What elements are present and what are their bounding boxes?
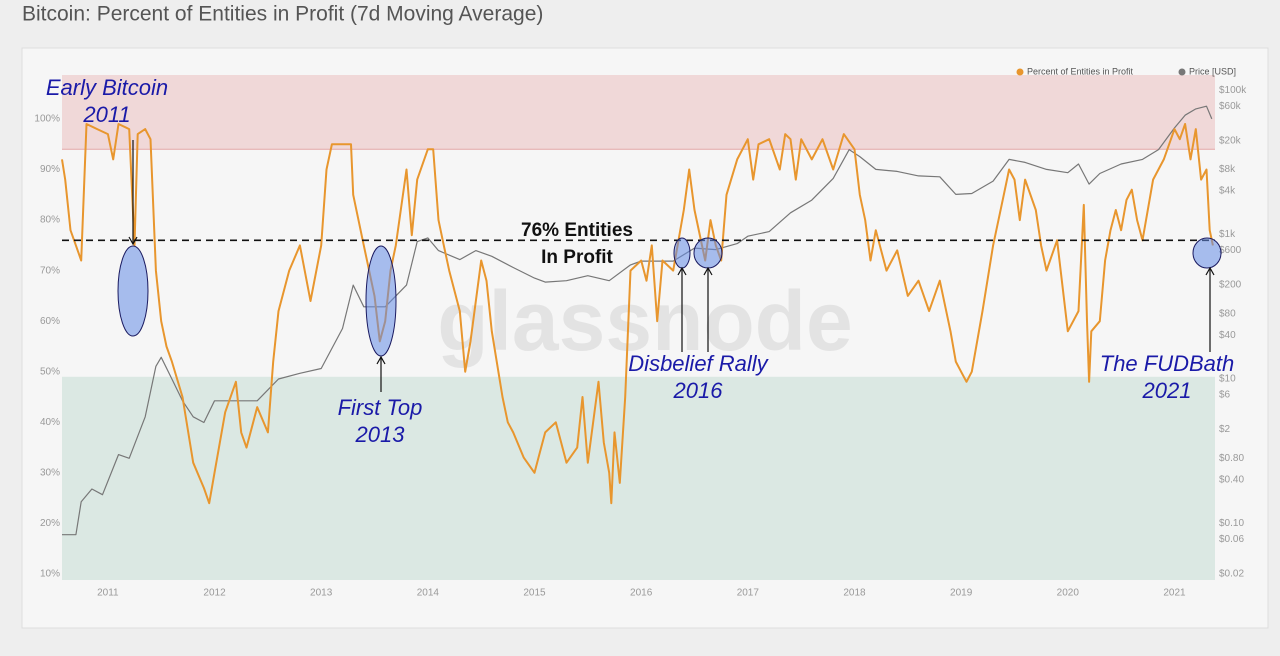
- y2-tick-label: $40: [1219, 330, 1236, 341]
- reference-label: In Profit: [541, 247, 613, 268]
- x-tick-label: 2015: [523, 588, 546, 599]
- annotation: 2011: [82, 102, 130, 127]
- y2-tick-label: $6: [1219, 390, 1231, 401]
- y2-tick-label: $0.10: [1219, 518, 1244, 529]
- annotation: The FUDBath: [1100, 351, 1235, 376]
- x-tick-label: 2019: [950, 588, 973, 599]
- y2-tick-label: $1k: [1219, 229, 1236, 240]
- legend-swatch: [1016, 68, 1024, 76]
- x-tick-label: 2012: [203, 588, 226, 599]
- y2-tick-label: $100k: [1219, 85, 1247, 96]
- y2-tick-label: $8k: [1219, 164, 1236, 175]
- x-tick-label: 2014: [417, 588, 440, 599]
- series-line: [61, 123, 1214, 505]
- legend-label: Price [USD]: [1189, 66, 1236, 76]
- profit-band: [62, 75, 1215, 150]
- legend-swatch: [1178, 68, 1186, 76]
- highlight: [1192, 237, 1222, 269]
- y-tick-label: 100%: [34, 114, 60, 125]
- y-tick-label: 10%: [40, 569, 60, 580]
- y2-tick-label: $0.80: [1219, 453, 1244, 464]
- highlight: [365, 245, 397, 357]
- profit-band: [62, 376, 1215, 580]
- y-tick-label: 30%: [40, 467, 60, 478]
- highlight: [693, 237, 723, 269]
- series-line: [62, 105, 1213, 536]
- y2-tick-label: $60k: [1219, 101, 1242, 112]
- annotation: Early Bitcoin: [46, 75, 168, 100]
- x-tick-label: 2017: [737, 588, 760, 599]
- annotation: 2021: [1142, 378, 1192, 403]
- chart-title: Bitcoin: Percent of Entities in Profit (…: [22, 3, 543, 26]
- arrow-head: [1205, 266, 1215, 276]
- highlight: [673, 237, 691, 269]
- y-tick-label: 70%: [40, 265, 60, 276]
- y2-tick-label: $80: [1219, 308, 1236, 319]
- x-tick-label: 2011: [97, 588, 119, 599]
- watermark: glassnode: [437, 274, 852, 368]
- x-tick-label: 2013: [310, 588, 333, 599]
- y-tick-label: 50%: [40, 366, 60, 377]
- x-tick-label: 2021: [1163, 588, 1186, 599]
- arrow-head: [703, 266, 713, 276]
- annotation: First Top: [338, 395, 423, 420]
- reference-label: 76% Entities: [521, 220, 633, 241]
- x-tick-label: 2018: [843, 588, 866, 599]
- y2-tick-label: $0.02: [1219, 569, 1244, 580]
- y2-tick-label: $0.40: [1219, 475, 1244, 486]
- y2-tick-label: $600: [1219, 245, 1242, 256]
- y-tick-label: 60%: [40, 316, 60, 327]
- highlight: [117, 245, 149, 337]
- annotation: 2016: [673, 378, 724, 403]
- y2-tick-label: $4k: [1219, 186, 1236, 197]
- y-tick-label: 80%: [40, 215, 60, 226]
- annotation: 2013: [355, 422, 406, 447]
- arrow-head: [128, 236, 138, 246]
- y-tick-label: 90%: [40, 164, 60, 175]
- y2-tick-label: $20k: [1219, 135, 1242, 146]
- x-tick-label: 2020: [1057, 588, 1080, 599]
- y2-tick-label: $0.06: [1219, 534, 1244, 545]
- y2-tick-label: $200: [1219, 280, 1242, 291]
- y2-tick-label: $2: [1219, 424, 1231, 435]
- legend-label: Percent of Entities in Profit: [1027, 66, 1134, 76]
- arrow-head: [677, 266, 687, 276]
- x-tick-label: 2016: [630, 588, 653, 599]
- y-tick-label: 20%: [40, 518, 60, 529]
- y2-tick-label: $10: [1219, 374, 1236, 385]
- arrow-head: [376, 355, 386, 365]
- y-tick-label: 40%: [40, 417, 60, 428]
- annotation: Disbelief Rally: [628, 351, 769, 376]
